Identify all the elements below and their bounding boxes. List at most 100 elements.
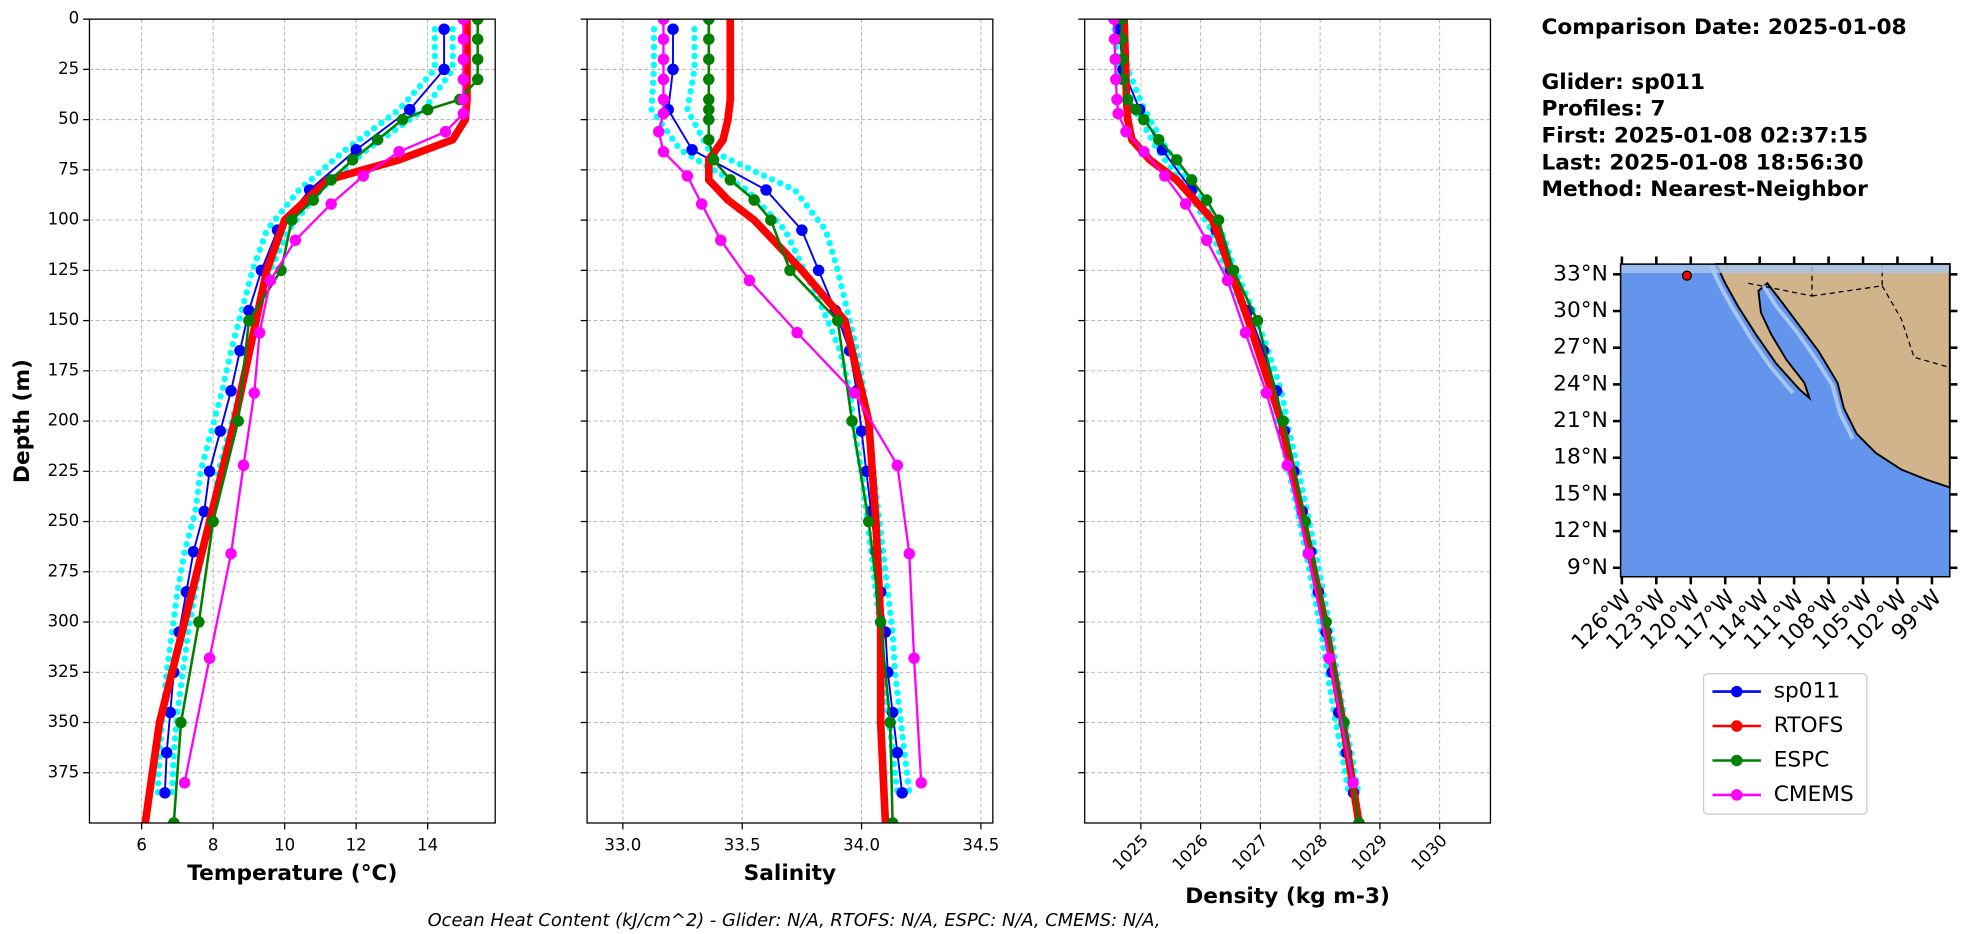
data-point [886,817,899,823]
data-point [1170,154,1183,166]
lat-label: 27°N [1553,335,1608,360]
data-point [457,33,470,45]
legend-marker [1730,720,1743,732]
data-point [1110,73,1122,86]
data-point [903,547,916,560]
legend-marker [1730,754,1743,767]
data-point [1190,196,1199,204]
data-point [1153,133,1165,146]
data-point [1108,33,1121,45]
data-point [1112,107,1124,120]
data-point [471,33,484,45]
data-point [1221,274,1234,287]
data-point [657,107,670,120]
data-point [243,314,255,327]
data-point [1244,316,1253,325]
data-point [225,547,237,560]
data-point [357,170,370,182]
data-point [457,73,470,86]
data-point [471,73,484,86]
data-point [812,264,825,277]
lat-label: 15°N [1553,481,1608,506]
data-point [667,63,679,76]
data-point [1353,817,1365,823]
y-axis-label: Depth (m) [10,359,35,483]
y-tick-label: 350 [48,712,80,731]
y-tick-label: 250 [48,511,80,530]
data-point [703,133,715,146]
y-tick-label: 125 [48,260,80,279]
data-point [164,706,176,719]
comparison-date: Comparison Date: 2025-01-08 [1541,15,1906,40]
panel: 33.0 33.5 34.0 34.5 Salinity [580,18,999,886]
data-point [175,716,187,729]
data-point [289,234,302,246]
y-tick-label: 275 [48,561,80,580]
data-point [193,616,205,628]
data-point [141,819,150,823]
data-point [1123,115,1132,124]
data-point [862,515,875,528]
y-tick-label: 375 [48,762,80,781]
data-point [457,107,470,120]
glider-location [1681,270,1693,281]
legend-label: ESPC [1774,747,1830,772]
data-point [286,214,298,226]
data-point [438,63,450,76]
data-point [471,19,484,25]
data-point [232,415,244,427]
data-point [1111,93,1123,106]
data-point [1130,103,1142,116]
data-point [703,19,715,25]
data-point [1138,146,1150,158]
data-point [784,264,796,277]
data-point [1260,387,1273,399]
data-point [178,777,191,789]
data-point [831,314,844,327]
data-point [421,103,434,116]
data-point [262,266,271,275]
data-point [159,787,171,799]
data-point [891,746,904,759]
data-point [657,33,670,45]
data-point [796,224,808,236]
x-tick-label: 12 [346,835,367,854]
data-point [703,53,715,66]
data-point [1109,53,1121,66]
x-tick-label: 33.0 [604,835,641,854]
data-point [874,616,887,628]
x-tick-label: 14 [417,835,438,854]
lat-label: 9°N [1567,555,1608,580]
data-point [891,459,904,472]
data-point [160,746,173,759]
data-point [657,73,670,86]
data-point [1251,314,1264,327]
axes-frame [586,18,994,824]
data-point [264,274,277,287]
top-band [1620,264,1950,274]
data-point [695,198,708,210]
data-point [703,103,715,116]
data-point [724,174,737,186]
data-point [726,95,735,104]
y-tick-label: 100 [48,210,80,229]
profile-line [154,26,438,797]
data-point [1281,459,1294,472]
data-point [396,113,409,126]
data-point [371,133,384,146]
y-tick-label: 225 [48,461,80,480]
data-point [743,274,756,287]
data-point [1179,198,1192,210]
data-point [876,718,885,727]
x-tick-label: 33.5 [724,835,761,854]
data-point [1302,547,1314,560]
series-line [667,28,904,794]
data-point [471,53,484,66]
data-point [1108,19,1120,25]
data-point [1120,125,1132,138]
data-point [457,93,470,106]
panel: 0 25 50 75 100 125 150 175 200 225 250 275 300 325 350… [10,9,496,886]
data-point [667,23,679,35]
data-point [704,176,713,184]
lat-label: 12°N [1553,518,1608,543]
